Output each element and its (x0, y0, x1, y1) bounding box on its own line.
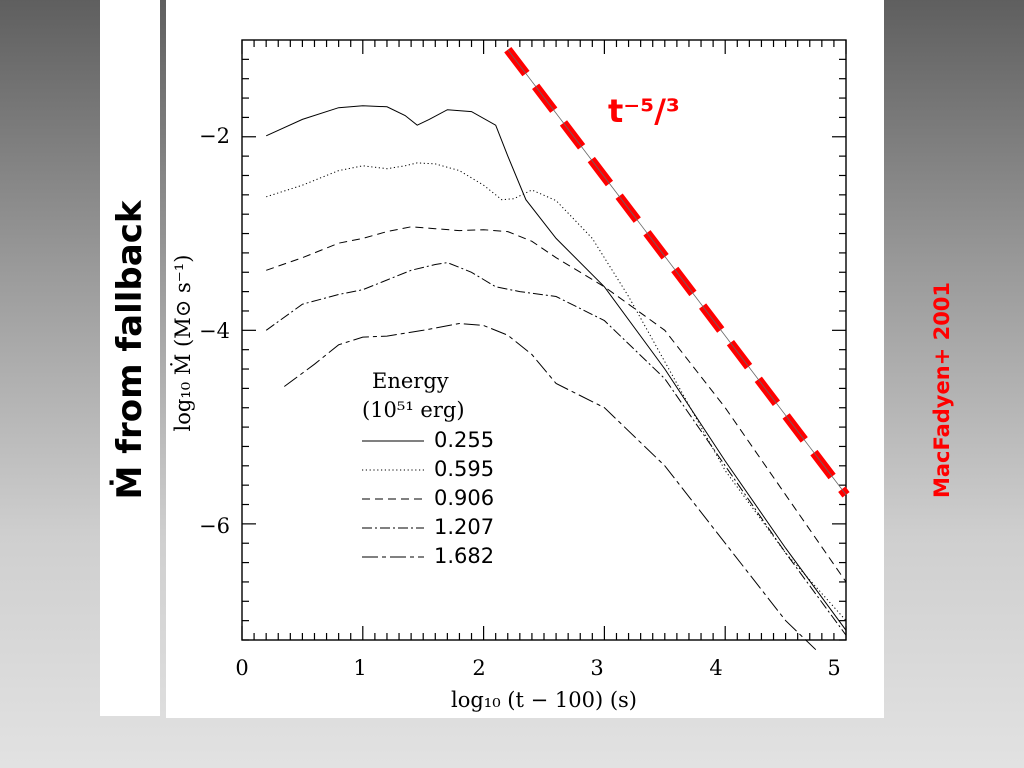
y-axis-label: log₁₀ Ṁ (M⊙ s⁻¹) (171, 255, 195, 432)
legend-label-0.255: 0.255 (434, 428, 494, 452)
x-tick-label-3: 3 (590, 656, 603, 680)
legend-label-1.207: 1.207 (434, 515, 494, 539)
plot-panel: 0 1 2 3 4 5 −2 −4 −6 log₁₀ (t − 100) (s)… (166, 0, 884, 718)
series-line-0.255 (265, 105, 847, 631)
x-tick-label-5: 5 (827, 656, 840, 680)
label-panel (100, 0, 160, 716)
series-lines (265, 46, 850, 651)
legend-title-units: (10⁵¹ erg) (362, 398, 465, 422)
series-line-1.207 (265, 262, 847, 636)
series-line-1.682 (284, 322, 817, 651)
citation-macfadyen-2001: MacFadyen+ 2001 (930, 281, 954, 499)
x-tick-label-4: 4 (709, 656, 722, 680)
axis-ticks (241, 40, 847, 641)
series-line-0.595 (266, 162, 847, 621)
slope-annotation: t⁻⁵/³ (608, 92, 680, 130)
y-tick-label-minus-2: −2 (199, 124, 230, 148)
series-line-0.906 (266, 226, 847, 583)
y-tick-label-minus-4: −4 (199, 319, 230, 343)
side-label-mdot-fallback: Ṁ from fallback (110, 200, 150, 500)
plot-frame (241, 39, 847, 641)
x-tick-label-0: 0 (235, 656, 248, 680)
legend-label-1.682: 1.682 (434, 544, 494, 568)
legend-title-energy: Energy (372, 369, 449, 393)
chart: 0 1 2 3 4 5 −2 −4 −6 log₁₀ (t − 100) (s)… (171, 39, 850, 712)
legend-label-0.595: 0.595 (434, 457, 494, 481)
slope-reference-thin-line (507, 49, 847, 496)
x-axis-label: log₁₀ (t − 100) (s) (451, 688, 637, 712)
x-tick-label-1: 1 (353, 656, 366, 680)
legend: 0.255 0.595 0.906 1.207 1.682 (362, 428, 494, 568)
legend-label-0.906: 0.906 (434, 486, 494, 510)
x-tick-label-2: 2 (472, 656, 485, 680)
y-tick-label-minus-6: −6 (199, 514, 230, 538)
